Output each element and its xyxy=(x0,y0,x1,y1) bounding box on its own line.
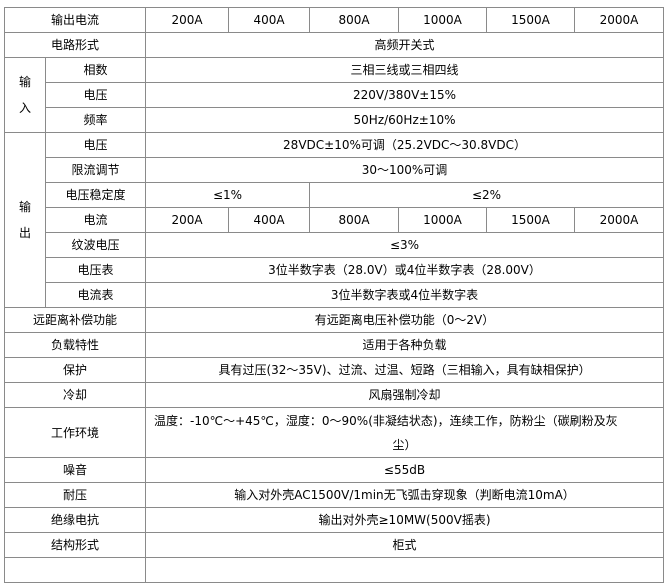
row-label: 电压 xyxy=(44,82,147,108)
empty-cell xyxy=(145,557,665,583)
row-label: 工作环境 xyxy=(3,407,147,458)
current-cell: 200A xyxy=(145,207,230,233)
row-value: 适用于各种负载 xyxy=(145,332,665,358)
row-label: 相数 xyxy=(44,57,147,83)
table-row: 结构形式 柜式 xyxy=(3,532,665,558)
current-cell: 800A xyxy=(309,207,400,233)
row-value: 3位半数字表（28.0V）或4位半数字表（28.00V） xyxy=(145,257,665,283)
current-cell: 1500A xyxy=(486,7,576,33)
table-row: 保护 具有过压(32～35V)、过流、过温、短路（三相输入，具有缺相保护） xyxy=(3,357,665,383)
table-row: 电压稳定度 ≤1% ≤2% xyxy=(5,182,665,208)
row-value: 220V/380V±15% xyxy=(145,82,665,108)
row-value: 3位半数字表或4位半数字表 xyxy=(145,282,665,308)
row-label: 纹波电压 xyxy=(44,232,147,258)
table-row: 输出 电压 28VDC±10%可调（25.2VDC～30.8VDC） xyxy=(4,132,665,308)
row-value: 具有过压(32～35V)、过流、过温、短路（三相输入，具有缺相保护） xyxy=(145,357,665,383)
table-row: 冷却 风扇强制冷却 xyxy=(3,382,665,408)
row-value: ≤55dB xyxy=(145,457,665,483)
row-label: 冷却 xyxy=(3,382,147,408)
table-row: 电压表 3位半数字表（28.0V）或4位半数字表（28.00V） xyxy=(5,257,665,283)
row-value: 柜式 xyxy=(145,532,665,558)
current-cell: 2000A xyxy=(574,7,665,33)
table-row: 电流表 3位半数字表或4位半数字表 xyxy=(5,282,665,308)
row-label: 输出电流 xyxy=(3,7,147,33)
row-label: 频率 xyxy=(44,107,147,133)
row-value: 输出对外壳≥10MW(500V摇表) xyxy=(145,507,665,533)
table-row: 工作环境 温度：-10℃～+45℃，湿度：0～90%(非凝结状态)，连续工作，防… xyxy=(3,407,665,458)
row-label: 电路形式 xyxy=(3,32,147,58)
row-value: 温度：-10℃～+45℃，湿度：0～90%(非凝结状态)，连续工作，防粉尘（碳刷… xyxy=(145,407,665,458)
empty-cell xyxy=(3,557,147,583)
row-label: 限流调节 xyxy=(44,157,147,183)
row-value: 有远距离电压补偿功能（0～2V） xyxy=(145,307,665,333)
row-value: ≤3% xyxy=(145,232,665,258)
row-value: 风扇强制冷却 xyxy=(145,382,665,408)
row-value: ≤1% xyxy=(145,182,311,208)
row-label: 电流 xyxy=(44,207,147,233)
table-row: 输入 相数 三相三线或三相四线 xyxy=(4,57,665,133)
current-cell: 1000A xyxy=(398,7,488,33)
table-row: 电压 220V/380V±15% xyxy=(5,82,665,108)
table-row: 绝缘电抗 输出对外壳≥10MW(500V摇表) xyxy=(3,507,665,533)
group-label-output: 输出 xyxy=(4,132,46,308)
row-value: ≤2% xyxy=(309,182,665,208)
current-cell: 1000A xyxy=(398,207,488,233)
row-label: 绝缘电抗 xyxy=(3,507,147,533)
current-cell: 800A xyxy=(309,7,400,33)
row-label: 结构形式 xyxy=(3,532,147,558)
row-label: 噪音 xyxy=(3,457,147,483)
spec-table: 输出电流 200A 400A 800A 1000A 1500A 2000A 电路… xyxy=(3,7,665,583)
table-row: 频率 50Hz/60Hz±10% xyxy=(5,107,665,133)
current-cell: 400A xyxy=(228,7,311,33)
current-cell: 1500A xyxy=(486,207,576,233)
row-label: 保护 xyxy=(3,357,147,383)
table-row: 限流调节 30～100%可调 xyxy=(5,157,665,183)
table-row-empty xyxy=(3,557,665,583)
row-label: 电压稳定度 xyxy=(44,182,147,208)
row-label: 电压 xyxy=(44,132,147,158)
table-row: 电流 200A 400A 800A 1000A 1500A 2000A xyxy=(5,207,665,233)
table-row: 纹波电压 ≤3% xyxy=(5,232,665,258)
table-row: 远距离补偿功能 有远距离电压补偿功能（0～2V） xyxy=(3,307,665,333)
row-value: 输入对外壳AC1500V/1min无飞弧击穿现象（判断电流10mA） xyxy=(145,482,665,508)
row-value: 30～100%可调 xyxy=(145,157,665,183)
row-label: 耐压 xyxy=(3,482,147,508)
row-value: 50Hz/60Hz±10% xyxy=(145,107,665,133)
table-row: 负载特性 适用于各种负载 xyxy=(3,332,665,358)
row-label: 远距离补偿功能 xyxy=(3,307,147,333)
row-label: 电压表 xyxy=(44,257,147,283)
row-value: 三相三线或三相四线 xyxy=(145,57,665,83)
current-cell: 400A xyxy=(228,207,311,233)
current-cell: 200A xyxy=(145,7,230,33)
row-label: 电流表 xyxy=(44,282,147,308)
table-row: 电路形式 高频开关式 xyxy=(3,32,665,58)
table-row: 噪音 ≤55dB xyxy=(3,457,665,483)
group-label-input: 输入 xyxy=(4,57,46,133)
table-row: 耐压 输入对外壳AC1500V/1min无飞弧击穿现象（判断电流10mA） xyxy=(3,482,665,508)
row-label: 负载特性 xyxy=(3,332,147,358)
table-row-output-current-header: 输出电流 200A 400A 800A 1000A 1500A 2000A xyxy=(3,7,665,33)
current-cell: 2000A xyxy=(574,207,665,233)
row-value: 高频开关式 xyxy=(145,32,665,58)
row-value: 28VDC±10%可调（25.2VDC～30.8VDC） xyxy=(145,132,665,158)
